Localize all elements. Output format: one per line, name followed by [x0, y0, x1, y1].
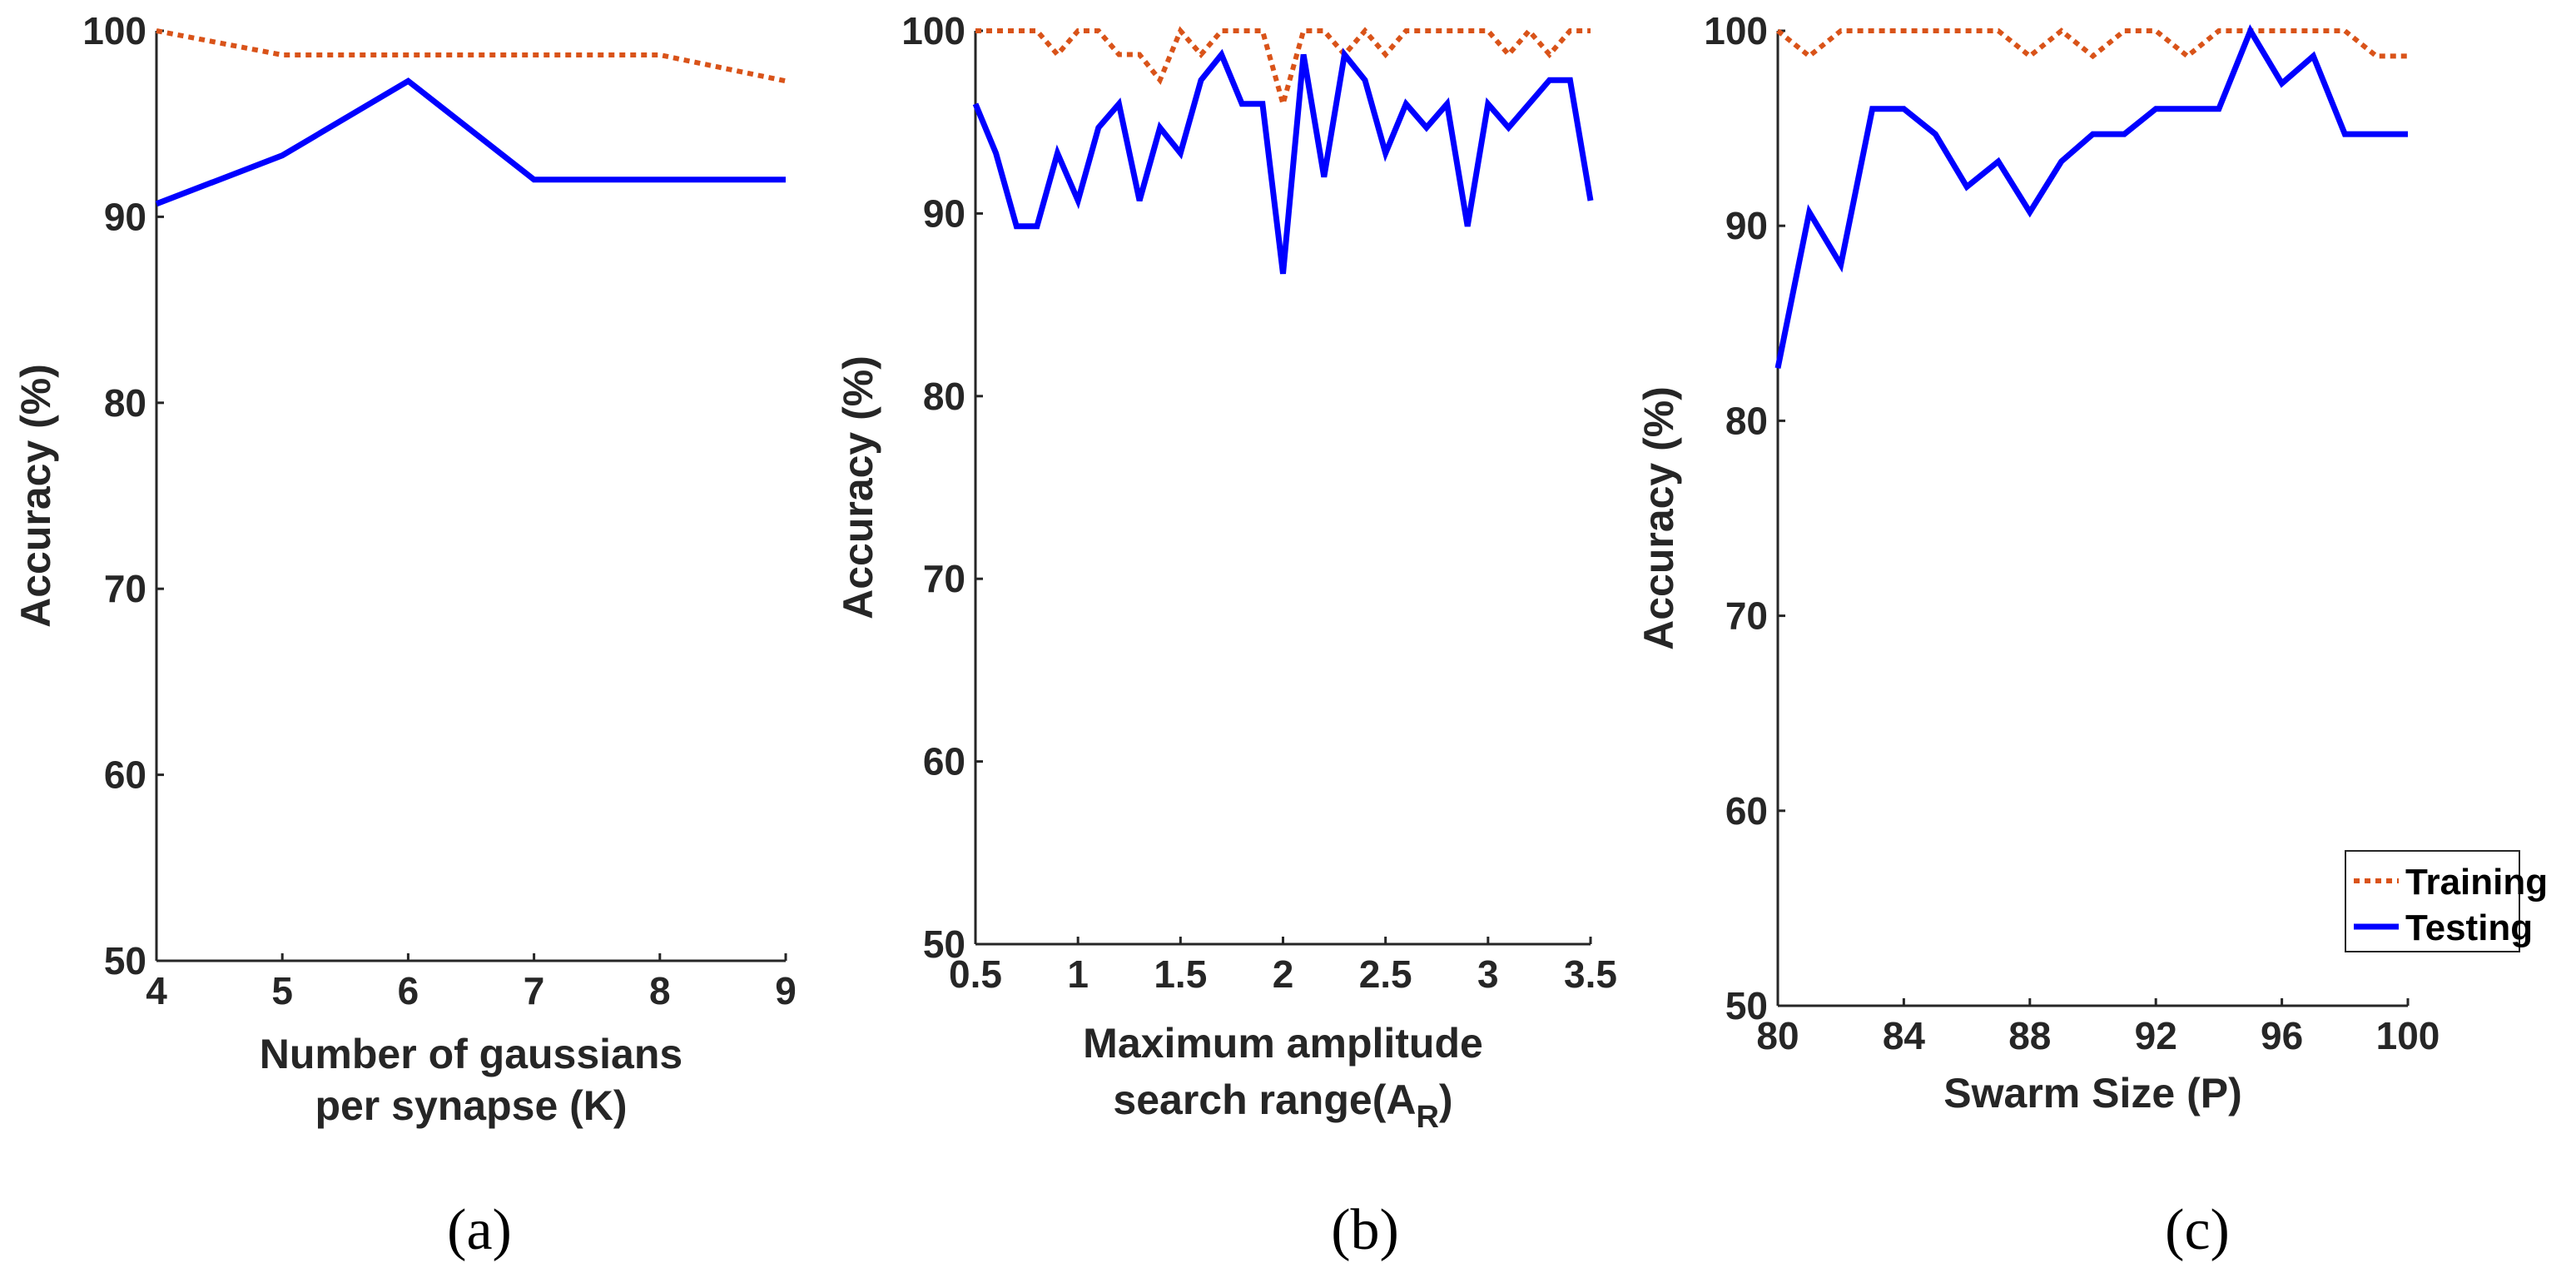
- x-axis-label-main: search range(A: [1113, 1077, 1416, 1123]
- y-tick-label: 70: [923, 557, 965, 600]
- series-line-training: [1776, 27, 2408, 60]
- y-tick-label: 80: [1725, 399, 1768, 442]
- x-axis-label-line-1: Number of gaussians: [260, 1031, 682, 1077]
- panel-label: (b): [1331, 1198, 1399, 1262]
- x-tick-label: 4: [146, 969, 167, 1012]
- x-tick-label: 1.5: [1154, 952, 1207, 996]
- x-tick-label: 92: [2135, 1014, 2177, 1057]
- y-tick-label: 50: [104, 939, 146, 982]
- series-line-training: [975, 26, 1591, 113]
- x-tick-label: 84: [1883, 1014, 1926, 1057]
- y-axis-label: Accuracy (%): [835, 356, 881, 619]
- chart-panel-2: 50 60 70 80 90 100 0.5 1 1.5 2 2.5 3 3.5 Accuracy (%)…: [835, 9, 1617, 1262]
- x-tick-label: 7: [524, 969, 545, 1012]
- y-tick-label: 80: [104, 381, 146, 425]
- x-tick-label: 1: [1067, 952, 1089, 996]
- y-tick-label: 50: [1725, 984, 1768, 1027]
- y-tick-label: 90: [923, 191, 965, 235]
- y-tick-label: 60: [923, 740, 965, 783]
- y-tick-label: 80: [923, 375, 965, 418]
- y-tick-label: 100: [1704, 9, 1768, 52]
- x-tick-label: 3.5: [1564, 952, 1617, 996]
- chart-panel-1: 50 60 70 80 90 100 4 5 6 7 8 9 Accuracy (%) Number of…: [12, 9, 797, 1262]
- y-tick-label: 60: [104, 753, 146, 797]
- x-tick-label: 100: [2376, 1014, 2440, 1057]
- panel-label: (a): [447, 1198, 512, 1262]
- x-axis-label-line-1: Swarm Size (P): [1943, 1070, 2241, 1116]
- x-axis-label-line-2: search range(AR): [1113, 1077, 1452, 1135]
- x-tick-label: 3: [1477, 952, 1499, 996]
- x-tick-label: 5: [271, 969, 293, 1012]
- y-tick-label: 70: [104, 567, 146, 610]
- legend-box: [2345, 850, 2520, 952]
- series-line-testing: [972, 47, 1594, 275]
- x-tick-label: 8: [649, 969, 671, 1012]
- x-axis-label-subscript: R: [1416, 1100, 1438, 1135]
- series-line-testing: [155, 77, 786, 207]
- y-axis-label: Accuracy (%): [12, 364, 59, 628]
- legend-label-testing: Testing: [2405, 908, 2533, 948]
- y-tick-label: 100: [901, 9, 965, 52]
- y-tick-label: 50: [923, 922, 965, 966]
- panel-label: (c): [2165, 1198, 2230, 1262]
- y-tick-label: 70: [1725, 594, 1768, 638]
- x-axis-label-line-2: per synapse (K): [315, 1082, 627, 1129]
- x-axis-label-close: ): [1439, 1077, 1453, 1123]
- x-tick-label: 80: [1756, 1014, 1799, 1057]
- chart-panel-3: 50 60 70 80 90 100 80 84 88 92 96 100 Accuracy (%) Sw…: [1635, 9, 2440, 1262]
- y-tick-label: 90: [104, 195, 146, 238]
- legend: Training Testing: [2345, 850, 2548, 952]
- y-tick-label: 90: [1725, 204, 1768, 247]
- series-line-testing: [1774, 24, 2408, 369]
- y-tick-label: 60: [1725, 789, 1768, 833]
- x-axis-label-line-1: Maximum amplitude: [1083, 1020, 1483, 1067]
- x-tick-label: 96: [2261, 1014, 2303, 1057]
- x-tick-label: 6: [398, 969, 419, 1012]
- legend-label-training: Training: [2405, 862, 2548, 903]
- x-tick-label: 2: [1273, 952, 1294, 996]
- y-axis-label: Accuracy (%): [1635, 386, 1682, 650]
- x-tick-label: 88: [2008, 1014, 2051, 1057]
- x-tick-label: 0.5: [949, 952, 1002, 996]
- y-tick-label: 100: [82, 9, 146, 52]
- x-tick-label: 2.5: [1359, 952, 1412, 996]
- x-tick-label: 9: [775, 969, 797, 1012]
- series-line-training: [156, 28, 787, 84]
